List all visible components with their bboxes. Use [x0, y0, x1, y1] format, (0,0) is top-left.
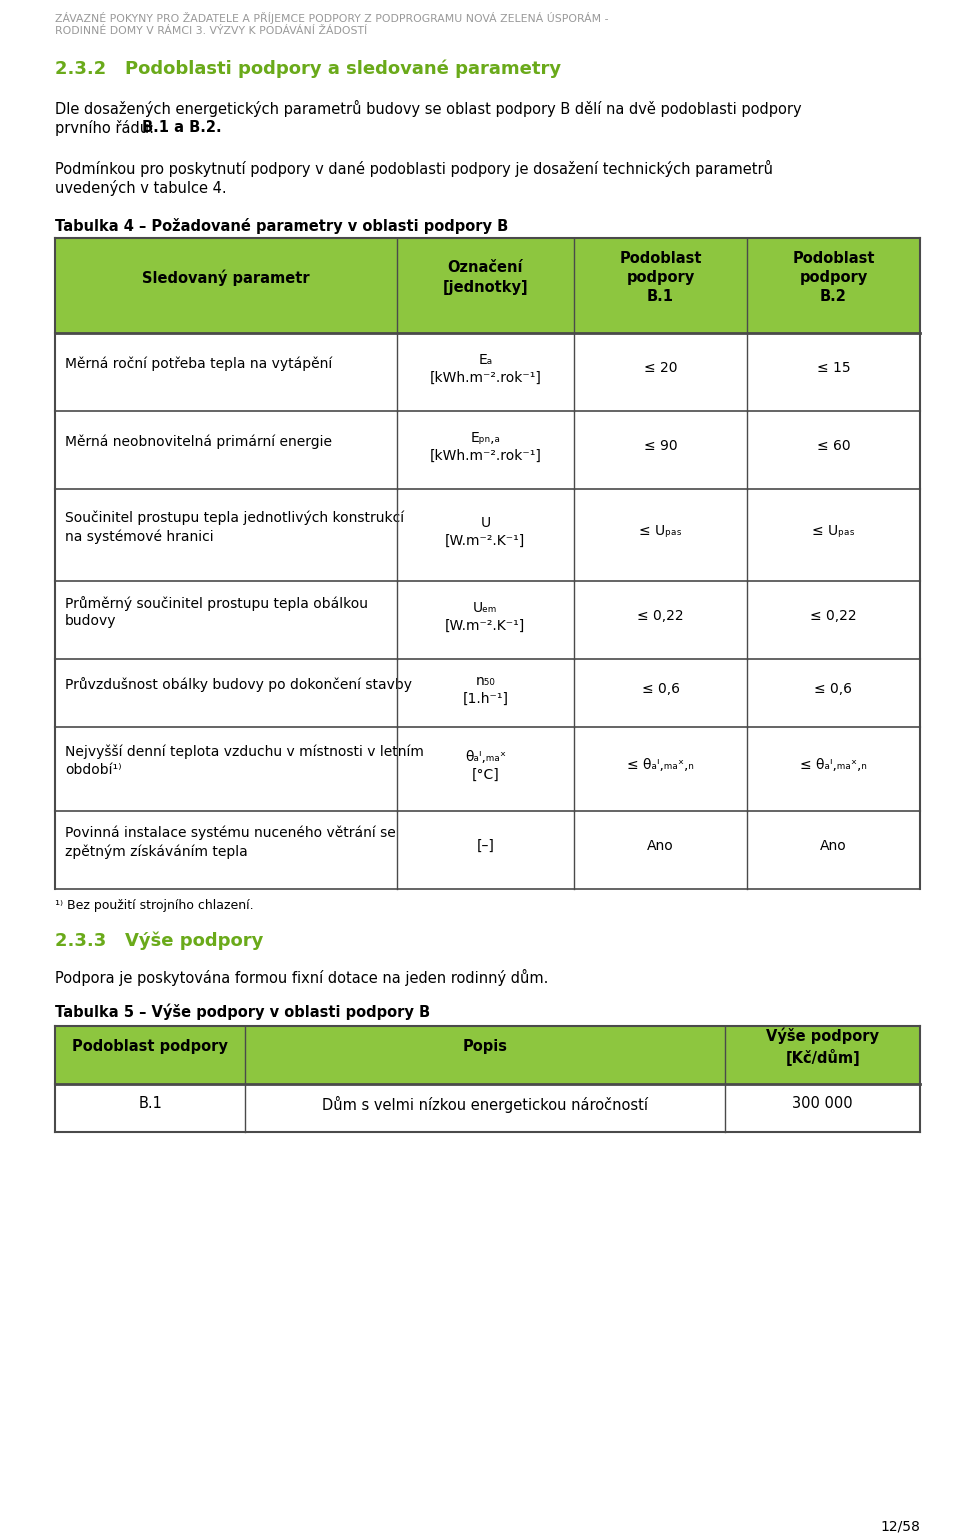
Text: ≤ Uₚₐₛ: ≤ Uₚₐₛ: [639, 525, 682, 538]
Text: B.1 a B.2.: B.1 a B.2.: [141, 120, 221, 135]
Text: [°C]: [°C]: [471, 769, 499, 782]
Text: Výše podpory
[Kč/dům]: Výše podpory [Kč/dům]: [766, 1028, 879, 1066]
Text: Sledovaný parametr: Sledovaný parametr: [142, 270, 310, 285]
Text: Tabulka 4 – Požadované parametry v oblasti podpory B: Tabulka 4 – Požadované parametry v oblas…: [55, 218, 508, 235]
Bar: [55, 489, 920, 581]
Text: B.1: B.1: [138, 1097, 162, 1112]
Text: [kWh.m⁻².rok⁻¹]: [kWh.m⁻².rok⁻¹]: [429, 371, 541, 385]
Text: 2.3.3   Výše podpory: 2.3.3 Výše podpory: [55, 931, 263, 950]
Text: Podoblast podpory: Podoblast podpory: [72, 1040, 228, 1054]
Text: ZÁVAZNÉ POKYNY PRO ŽADATELE A PŘÍJEMCE PODPORY Z PODPROGRAMU NOVÁ ZELENÁ ÚSPORÁM: ZÁVAZNÉ POKYNY PRO ŽADATELE A PŘÍJEMCE P…: [55, 12, 609, 25]
Text: 12/58: 12/58: [880, 1520, 920, 1534]
Text: Ano: Ano: [647, 839, 674, 853]
Text: [kWh.m⁻².rok⁻¹]: [kWh.m⁻².rok⁻¹]: [429, 449, 541, 463]
Text: prvního řádu:: prvního řádu:: [55, 120, 158, 137]
Text: Eₚₙ,ₐ: Eₚₙ,ₐ: [470, 431, 500, 445]
Text: Podoblast
podpory
B.1: Podoblast podpory B.1: [619, 250, 702, 304]
Text: ≤ 90: ≤ 90: [644, 439, 678, 453]
Text: U: U: [480, 515, 491, 531]
Text: uvedených v tabulce 4.: uvedených v tabulce 4.: [55, 179, 227, 196]
Text: Podoblast
podpory
B.2: Podoblast podpory B.2: [792, 250, 875, 304]
Text: Podmínkou pro poskytnutí podpory v dané podoblasti podpory je dosažení technický: Podmínkou pro poskytnutí podpory v dané …: [55, 160, 773, 176]
Bar: [55, 727, 920, 811]
Bar: [55, 811, 920, 890]
Text: ≤ θₐᴵ,ₘₐˣ,ₙ: ≤ θₐᴵ,ₘₐˣ,ₙ: [627, 758, 694, 772]
Bar: [55, 411, 920, 489]
Text: Průvzdušnost obálky budovy po dokončení stavby: Průvzdušnost obálky budovy po dokončení …: [65, 678, 412, 692]
Bar: [55, 1026, 920, 1085]
Text: ≤ Uₚₐₛ: ≤ Uₚₐₛ: [812, 525, 854, 538]
Text: Podpora je poskytována formou fixní dotace na jeden rodinný dům.: Podpora je poskytována formou fixní dota…: [55, 969, 548, 986]
Bar: [55, 238, 920, 333]
Text: 300 000: 300 000: [792, 1097, 853, 1112]
Text: ≤ 0,6: ≤ 0,6: [814, 683, 852, 696]
Text: Označení
[jednotky]: Označení [jednotky]: [443, 261, 528, 295]
Bar: [55, 581, 920, 660]
Text: ≤ 20: ≤ 20: [644, 360, 677, 374]
Text: θₐᴵ,ₘₐˣ: θₐᴵ,ₘₐˣ: [465, 750, 506, 764]
Text: Součinitel prostupu tepla jednotlivých konstrukcí
na systémové hranici: Součinitel prostupu tepla jednotlivých k…: [65, 511, 404, 543]
Text: [1.h⁻¹]: [1.h⁻¹]: [463, 692, 509, 706]
Text: [–]: [–]: [476, 839, 494, 853]
Text: Ano: Ano: [820, 839, 847, 853]
Text: n₅₀: n₅₀: [475, 673, 495, 689]
Text: Měrná neobnovitelná primární energie: Měrná neobnovitelná primární energie: [65, 434, 332, 449]
Text: ≤ 0,22: ≤ 0,22: [637, 609, 684, 623]
Text: ≤ 15: ≤ 15: [817, 360, 851, 374]
Text: Nejvyšší denní teplota vzduchu v místnosti v letním
období¹⁾: Nejvyšší denní teplota vzduchu v místnos…: [65, 746, 424, 778]
Text: ≤ 0,22: ≤ 0,22: [810, 609, 857, 623]
Text: [W.m⁻².K⁻¹]: [W.m⁻².K⁻¹]: [445, 620, 525, 634]
Text: [W.m⁻².K⁻¹]: [W.m⁻².K⁻¹]: [445, 534, 525, 548]
Text: ≤ θₐᴵ,ₘₐˣ,ₙ: ≤ θₐᴵ,ₘₐˣ,ₙ: [800, 758, 867, 772]
Text: Uₑₘ: Uₑₘ: [473, 601, 497, 615]
Text: ≤ 0,6: ≤ 0,6: [641, 683, 680, 696]
Bar: [55, 1085, 920, 1132]
Text: Měrná roční potřeba tepla na vytápění: Měrná roční potřeba tepla na vytápění: [65, 357, 332, 371]
Text: ≤ 60: ≤ 60: [817, 439, 851, 453]
Text: Průměrný součinitel prostupu tepla obálkou
budovy: Průměrný součinitel prostupu tepla obálk…: [65, 595, 368, 629]
Bar: [55, 660, 920, 727]
Text: ¹⁾ Bez použití strojního chlazení.: ¹⁾ Bez použití strojního chlazení.: [55, 899, 253, 913]
Text: RODINNÉ DOMY V RÁMCI 3. VÝZVY K PODÁVÁNÍ ŽÁDOSTÍ: RODINNÉ DOMY V RÁMCI 3. VÝZVY K PODÁVÁNÍ…: [55, 26, 368, 35]
Text: Popis: Popis: [463, 1040, 508, 1054]
Bar: [55, 333, 920, 411]
Text: Povinná instalace systému nuceného větrání se
zpětným získáváním tepla: Povinná instalace systému nuceného větrá…: [65, 825, 396, 859]
Text: Dle dosažených energetických parametrů budovy se oblast podpory B dělí na dvě po: Dle dosažených energetických parametrů b…: [55, 100, 802, 117]
Text: Dům s velmi nízkou energetickou náročností: Dům s velmi nízkou energetickou náročnos…: [323, 1095, 648, 1112]
Text: Tabulka 5 – Výše podpory v oblasti podpory B: Tabulka 5 – Výše podpory v oblasti podpo…: [55, 1003, 430, 1020]
Text: Eₐ: Eₐ: [478, 353, 492, 367]
Text: 2.3.2   Podoblasti podpory a sledované parametry: 2.3.2 Podoblasti podpory a sledované par…: [55, 60, 562, 78]
